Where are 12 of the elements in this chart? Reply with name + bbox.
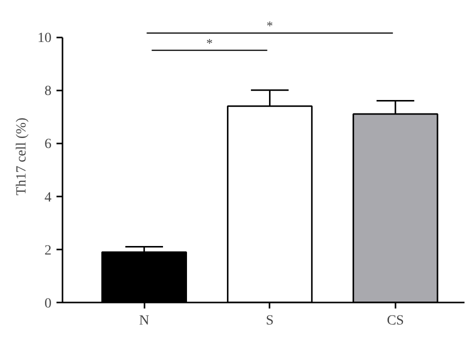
- y-tick-label: 10: [38, 31, 52, 46]
- y-tick-label: 4: [44, 190, 52, 206]
- text: *: [266, 18, 274, 34]
- annotation: *: [206, 35, 213, 50]
- y-tick-label: 8: [44, 84, 52, 100]
- y-tick-label: 2: [44, 243, 52, 258]
- x-tick-label: N: [139, 314, 150, 328]
- y-tick-label: 6: [44, 137, 52, 152]
- x-tick-label: S: [266, 314, 274, 328]
- x-tick-label: CS: [386, 314, 404, 328]
- y-axis-title: Th17 cell (%): [14, 117, 30, 196]
- y-tick-label: 0: [44, 296, 52, 312]
